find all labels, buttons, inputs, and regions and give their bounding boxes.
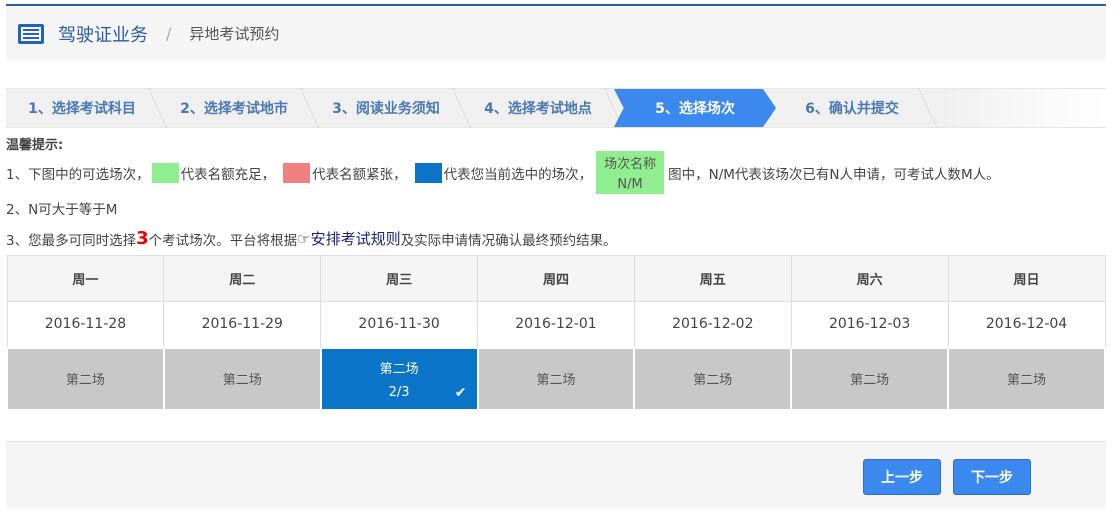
session-cell[interactable]: 第二场 (6, 346, 165, 411)
next-button[interactable]: 下一步 (953, 459, 1031, 495)
legend-nm: N/M (617, 176, 643, 192)
tip-text: 及实际申请情况确认最终预约结果。 (400, 232, 617, 249)
tips: 温馨提示: 1、下图中的可选场次， 代表名额充足， 代表名额紧张， 代表您当前选… (6, 134, 1000, 249)
date: 2016-12-02 (633, 301, 792, 348)
exam-rules-link-text: 安排考试规则 (310, 230, 401, 248)
tip-text: 3、您最多可同时选择 (6, 232, 137, 249)
tip-line-1: 1、下图中的可选场次， 代表名额充足， 代表名额紧张， 代表您当前选中的场次， … (6, 151, 1000, 194)
step-progress: 1、选择考试科目 2、选择考试地市 3、阅读业务须知 4、选择考试地点 5、选择… (6, 88, 1106, 128)
date: 2016-11-28 (6, 301, 165, 348)
footer-actions: 上一步 下一步 (6, 441, 1106, 508)
prev-button[interactable]: 上一步 (863, 459, 941, 495)
check-icon: ✔ (454, 384, 467, 401)
list-icon (18, 23, 44, 44)
step-6: 6、确认并提交 (776, 89, 928, 127)
tip-text: 代表名额紧张， (312, 166, 407, 183)
swatch-selected (414, 162, 442, 183)
step-3: 3、阅读业务须知 (310, 89, 462, 127)
tip-text: 代表名额充足， (180, 166, 276, 183)
date: 2016-12-03 (790, 301, 949, 348)
weekday: 周四 (477, 255, 635, 302)
swatch-sufficient (151, 162, 179, 183)
tip-text: 代表您当前选中的场次， (443, 166, 593, 183)
session-row: 第二场 第二场 第二场 2/3 ✔ 第二场 第二场 第二场 第二场 (6, 346, 1106, 411)
date-row: 2016-11-28 2016-11-29 2016-11-30 2016-12… (6, 301, 1106, 348)
session-count: 2/3 (388, 384, 410, 400)
session-cell[interactable]: 第二场 (162, 346, 322, 411)
session-cell[interactable]: 第二场 (947, 346, 1106, 411)
tip-line-2: 2、N可大于等于M (6, 202, 118, 218)
session-cell[interactable]: 第二场 (633, 346, 793, 411)
tip-text: 1、下图中的可选场次， (6, 166, 150, 183)
breadcrumb-separator: / (166, 24, 172, 43)
top-accent-line (6, 4, 1106, 6)
breadcrumb: 驾驶证业务 / 异地考试预约 (6, 7, 1106, 60)
weekday: 周一 (6, 255, 165, 302)
date: 2016-12-04 (947, 301, 1106, 348)
step-5-active: 5、选择场次 (614, 89, 776, 127)
weekday: 周二 (163, 255, 322, 302)
session-cell-selected[interactable]: 第二场 2/3 ✔ (319, 346, 479, 411)
schedule-table: 周一 周二 周三 周四 周五 周六 周日 2016-11-28 2016-11-… (6, 255, 1106, 411)
swatch-tight (283, 162, 311, 183)
step-2: 2、选择考试地市 (158, 89, 310, 127)
max-sessions-count: 3 (136, 228, 149, 249)
weekday: 周六 (790, 255, 949, 302)
weekday: 周日 (947, 255, 1106, 302)
breadcrumb-page: 异地考试预约 (189, 25, 280, 43)
tip-text: 图中，N/M代表该场次已有N人申请，可考试人数M人。 (668, 166, 1000, 183)
session-cell[interactable]: 第二场 (476, 346, 636, 411)
breadcrumb-section[interactable]: 驾驶证业务 (58, 24, 148, 46)
date: 2016-12-01 (477, 301, 635, 348)
session-name: 第二场 (379, 361, 419, 377)
weekday-row: 周一 周二 周三 周四 周五 周六 周日 (6, 255, 1106, 302)
date: 2016-11-29 (163, 301, 322, 348)
weekday: 周三 (320, 255, 479, 302)
exam-rules-link[interactable]: ☞安排考试规则 (297, 228, 400, 249)
tip-line-3: 3、您最多可同时选择 3 个考试场次。平台将根据 ☞安排考试规则 及实际申请情况… (6, 228, 617, 249)
tip-text: 个考试场次。平台将根据 (148, 232, 298, 249)
legend-name: 场次名称 (604, 157, 657, 173)
tips-title: 温馨提示: (6, 138, 64, 153)
legend-sample: 场次名称 N/M (596, 151, 665, 194)
step-4: 4、选择考试地点 (462, 89, 614, 127)
date: 2016-11-30 (320, 301, 479, 348)
weekday: 周五 (633, 255, 792, 302)
step-1: 1、选择考试科目 (6, 89, 158, 127)
session-cell[interactable]: 第二场 (790, 346, 950, 411)
hand-pointer-icon: ☞ (297, 230, 311, 248)
